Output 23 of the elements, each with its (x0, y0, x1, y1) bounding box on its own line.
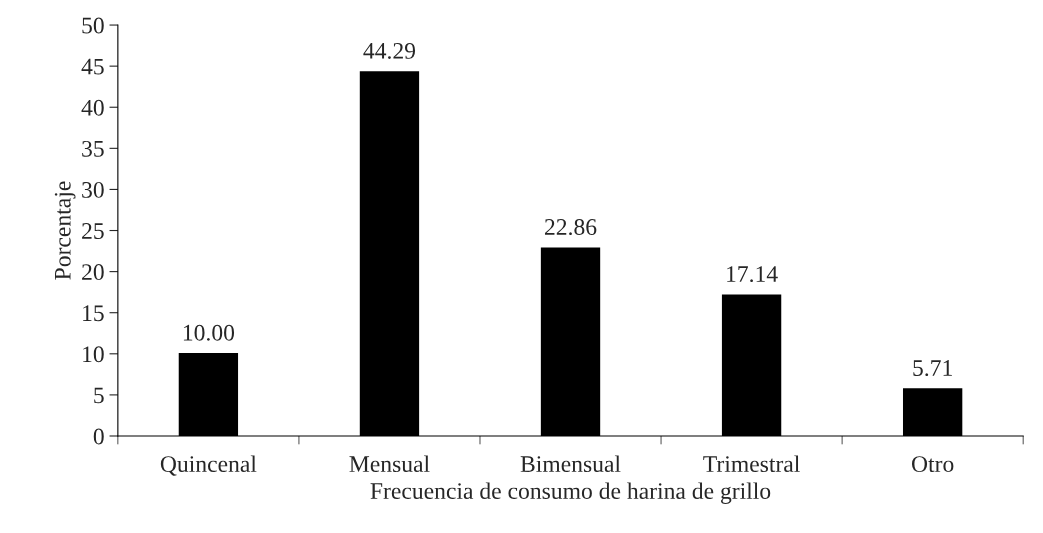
x-tick-label: Mensual (349, 455, 430, 473)
y-tick-label: 0 (93, 428, 104, 445)
data-label: 44.29 (363, 42, 416, 59)
x-tick-label: Bimensual (520, 455, 621, 473)
y-tick-label: 20 (82, 264, 104, 281)
y-tick-label: 40 (81, 99, 104, 116)
y-tick-label: 5 (94, 387, 104, 404)
x-axis-title: Frecuencia de consumo de harina de grillo (370, 482, 771, 504)
y-axis-title: Porcentaje (54, 181, 76, 280)
y-tick-label: 35 (82, 140, 104, 157)
data-label: 17.14 (727, 266, 778, 283)
y-tick-label: 15 (83, 305, 104, 322)
y-tick-label: 25 (82, 223, 104, 239)
x-tick-label: Otro (911, 456, 954, 473)
x-tick-label: Quincenal (160, 455, 257, 476)
data-label: 5.71 (913, 360, 952, 377)
x-tick-label: Trimestral (703, 455, 800, 473)
y-tick-label: 10 (83, 346, 104, 363)
y-tick-label: 30 (82, 181, 104, 198)
data-label: 22.86 (545, 219, 597, 236)
data-label: 10.00 (183, 324, 235, 341)
y-tick-label: 50 (82, 17, 104, 34)
y-tick-label: 45 (81, 58, 104, 75)
